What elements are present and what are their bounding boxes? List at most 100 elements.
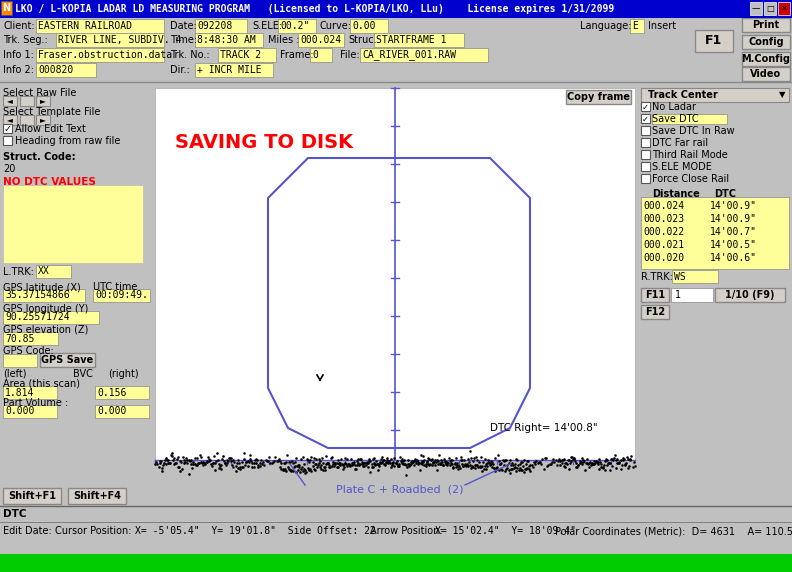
Point [428, 460, 441, 470]
Point [495, 458, 508, 467]
FancyBboxPatch shape [630, 19, 644, 33]
Point [577, 455, 590, 464]
Point [587, 460, 600, 469]
Point [586, 460, 599, 469]
Point [160, 454, 173, 463]
FancyBboxPatch shape [641, 126, 650, 135]
Point [381, 453, 394, 462]
FancyBboxPatch shape [218, 48, 276, 62]
Text: Part Volume :: Part Volume : [3, 398, 68, 408]
FancyBboxPatch shape [715, 288, 785, 302]
Text: 1: 1 [675, 290, 681, 300]
Point [444, 460, 456, 469]
Text: ✕: ✕ [780, 4, 787, 13]
FancyBboxPatch shape [641, 162, 650, 171]
FancyBboxPatch shape [3, 136, 12, 145]
Point [377, 456, 390, 465]
Point [277, 458, 290, 467]
Text: Area (this scan): Area (this scan) [3, 379, 80, 389]
Point [471, 461, 484, 470]
Point [181, 459, 194, 468]
Point [295, 462, 308, 471]
Point [235, 462, 248, 471]
Text: Cursor Position:: Cursor Position: [55, 526, 131, 536]
Point [458, 455, 470, 464]
Point [425, 455, 437, 464]
FancyBboxPatch shape [20, 115, 34, 125]
Point [337, 461, 349, 470]
Point [423, 460, 436, 470]
Text: 70.85: 70.85 [5, 333, 34, 344]
Point [317, 458, 329, 467]
Point [382, 458, 394, 467]
Point [365, 460, 378, 469]
Point [467, 462, 480, 471]
Point [274, 462, 287, 471]
Point [326, 458, 339, 467]
Point [300, 467, 313, 476]
Point [440, 459, 452, 468]
Point [358, 461, 371, 470]
FancyBboxPatch shape [36, 63, 96, 77]
Point [196, 457, 209, 466]
Text: CA_RIVER_001.RAW: CA_RIVER_001.RAW [362, 50, 456, 61]
Point [245, 456, 257, 466]
Point [348, 460, 361, 470]
Point [334, 460, 347, 470]
Point [159, 459, 172, 468]
Point [217, 456, 230, 466]
Point [310, 454, 322, 463]
Point [627, 457, 640, 466]
Point [432, 450, 445, 459]
Point [257, 458, 269, 467]
Text: 0.000: 0.000 [5, 407, 34, 416]
Point [624, 456, 637, 465]
Point [280, 457, 292, 466]
Point [388, 462, 401, 471]
Point [409, 459, 422, 468]
Point [416, 460, 428, 469]
Point [297, 452, 310, 462]
Point [362, 463, 375, 472]
Point [231, 463, 244, 472]
Point [493, 465, 505, 474]
FancyBboxPatch shape [652, 114, 727, 124]
Point [468, 461, 481, 470]
Point [363, 455, 375, 464]
Text: 14'00.9": 14'00.9" [710, 201, 757, 211]
Point [514, 458, 527, 467]
FancyBboxPatch shape [93, 289, 150, 302]
Point [198, 458, 211, 467]
Point [379, 460, 391, 470]
Point [350, 460, 363, 469]
Point [459, 460, 471, 470]
Text: 0.156: 0.156 [97, 387, 127, 398]
Point [363, 456, 375, 466]
Point [527, 462, 539, 471]
Point [246, 462, 258, 471]
Point [383, 459, 396, 468]
Text: GPS Save: GPS Save [41, 355, 93, 365]
Point [237, 463, 249, 472]
Text: DTC: DTC [3, 509, 26, 519]
Point [181, 455, 193, 464]
Point [326, 462, 338, 471]
Point [182, 455, 195, 464]
Point [211, 455, 224, 464]
Point [162, 458, 174, 467]
Point [186, 464, 199, 473]
Point [524, 466, 536, 475]
FancyBboxPatch shape [3, 354, 37, 367]
Point [242, 456, 254, 466]
FancyBboxPatch shape [36, 96, 50, 106]
Point [467, 453, 480, 462]
Point [409, 456, 422, 466]
Point [375, 455, 387, 464]
Point [249, 455, 262, 464]
Point [482, 455, 494, 464]
Point [511, 455, 524, 464]
Text: EASTERN RAILROAD: EASTERN RAILROAD [38, 21, 132, 31]
Point [504, 455, 516, 464]
Text: E: E [632, 21, 638, 31]
Point [615, 464, 627, 473]
